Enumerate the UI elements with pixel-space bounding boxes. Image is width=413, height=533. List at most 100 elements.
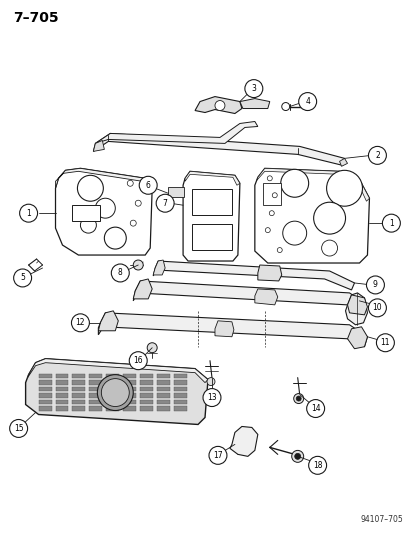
Text: 8: 8 xyxy=(118,269,122,278)
Circle shape xyxy=(135,200,141,206)
Text: 5: 5 xyxy=(20,273,25,282)
Circle shape xyxy=(19,204,38,222)
Circle shape xyxy=(298,93,316,110)
Polygon shape xyxy=(183,171,239,261)
Bar xyxy=(38,380,51,385)
Polygon shape xyxy=(347,295,367,315)
Bar xyxy=(72,380,85,385)
Circle shape xyxy=(268,211,273,216)
Text: 3: 3 xyxy=(251,84,256,93)
Circle shape xyxy=(382,214,399,232)
Bar xyxy=(72,374,85,378)
Bar xyxy=(55,374,68,378)
Bar xyxy=(174,406,187,410)
Text: 11: 11 xyxy=(380,338,389,347)
Circle shape xyxy=(147,343,157,353)
Bar xyxy=(140,406,153,410)
Bar xyxy=(168,187,184,197)
Polygon shape xyxy=(133,279,152,299)
Bar xyxy=(140,380,153,385)
Bar xyxy=(55,406,68,410)
Circle shape xyxy=(206,377,214,385)
Bar xyxy=(38,386,51,391)
Bar xyxy=(123,386,136,391)
Bar xyxy=(157,400,170,404)
Circle shape xyxy=(368,299,385,317)
Polygon shape xyxy=(257,265,281,281)
Circle shape xyxy=(214,101,224,110)
Polygon shape xyxy=(239,99,269,109)
Bar xyxy=(174,400,187,404)
Text: 12: 12 xyxy=(76,318,85,327)
Circle shape xyxy=(80,217,96,233)
Text: 17: 17 xyxy=(213,451,222,460)
Circle shape xyxy=(294,454,300,459)
Bar xyxy=(72,205,100,221)
Bar xyxy=(55,380,68,385)
Circle shape xyxy=(291,450,303,462)
Circle shape xyxy=(71,314,89,332)
Polygon shape xyxy=(254,168,368,263)
Text: 7–705: 7–705 xyxy=(13,11,58,25)
Circle shape xyxy=(313,202,345,234)
Polygon shape xyxy=(229,426,257,456)
Polygon shape xyxy=(195,96,241,114)
Polygon shape xyxy=(98,311,118,331)
Bar xyxy=(157,393,170,398)
Circle shape xyxy=(127,180,133,186)
Bar xyxy=(123,393,136,398)
Bar xyxy=(174,374,187,378)
Text: 13: 13 xyxy=(206,393,216,402)
Bar xyxy=(38,374,51,378)
Bar xyxy=(106,374,119,378)
Text: 6: 6 xyxy=(145,181,150,190)
Bar xyxy=(123,400,136,404)
Bar xyxy=(192,224,231,250)
Circle shape xyxy=(104,227,126,249)
Bar xyxy=(140,400,153,404)
Bar xyxy=(106,406,119,410)
Bar xyxy=(123,406,136,410)
Bar xyxy=(55,393,68,398)
Bar xyxy=(55,386,68,391)
Polygon shape xyxy=(93,140,104,151)
Bar xyxy=(140,386,153,391)
Text: 4: 4 xyxy=(304,97,309,106)
Bar xyxy=(89,406,102,410)
Bar xyxy=(174,393,187,398)
Polygon shape xyxy=(214,321,233,337)
Circle shape xyxy=(77,175,103,201)
Bar xyxy=(157,374,170,378)
Bar xyxy=(106,400,119,404)
Bar xyxy=(38,393,51,398)
Bar xyxy=(192,189,231,215)
Circle shape xyxy=(272,193,277,198)
Circle shape xyxy=(321,240,337,256)
Bar xyxy=(106,380,119,385)
Bar xyxy=(89,386,102,391)
Polygon shape xyxy=(339,158,347,166)
Circle shape xyxy=(375,334,394,352)
Circle shape xyxy=(129,352,147,370)
Bar xyxy=(106,393,119,398)
Text: 9: 9 xyxy=(372,280,377,289)
Circle shape xyxy=(280,169,308,197)
Circle shape xyxy=(265,228,270,232)
Text: 2: 2 xyxy=(374,151,379,160)
Bar xyxy=(89,400,102,404)
Text: 18: 18 xyxy=(312,461,322,470)
Circle shape xyxy=(293,393,303,403)
Bar xyxy=(89,374,102,378)
Bar xyxy=(123,380,136,385)
Circle shape xyxy=(277,247,282,253)
Polygon shape xyxy=(347,327,367,349)
Bar xyxy=(38,400,51,404)
Polygon shape xyxy=(256,168,368,201)
Circle shape xyxy=(308,456,326,474)
Polygon shape xyxy=(345,293,367,325)
Circle shape xyxy=(368,147,385,164)
Polygon shape xyxy=(153,261,354,290)
Circle shape xyxy=(295,396,300,401)
Polygon shape xyxy=(98,313,367,347)
Circle shape xyxy=(326,171,362,206)
